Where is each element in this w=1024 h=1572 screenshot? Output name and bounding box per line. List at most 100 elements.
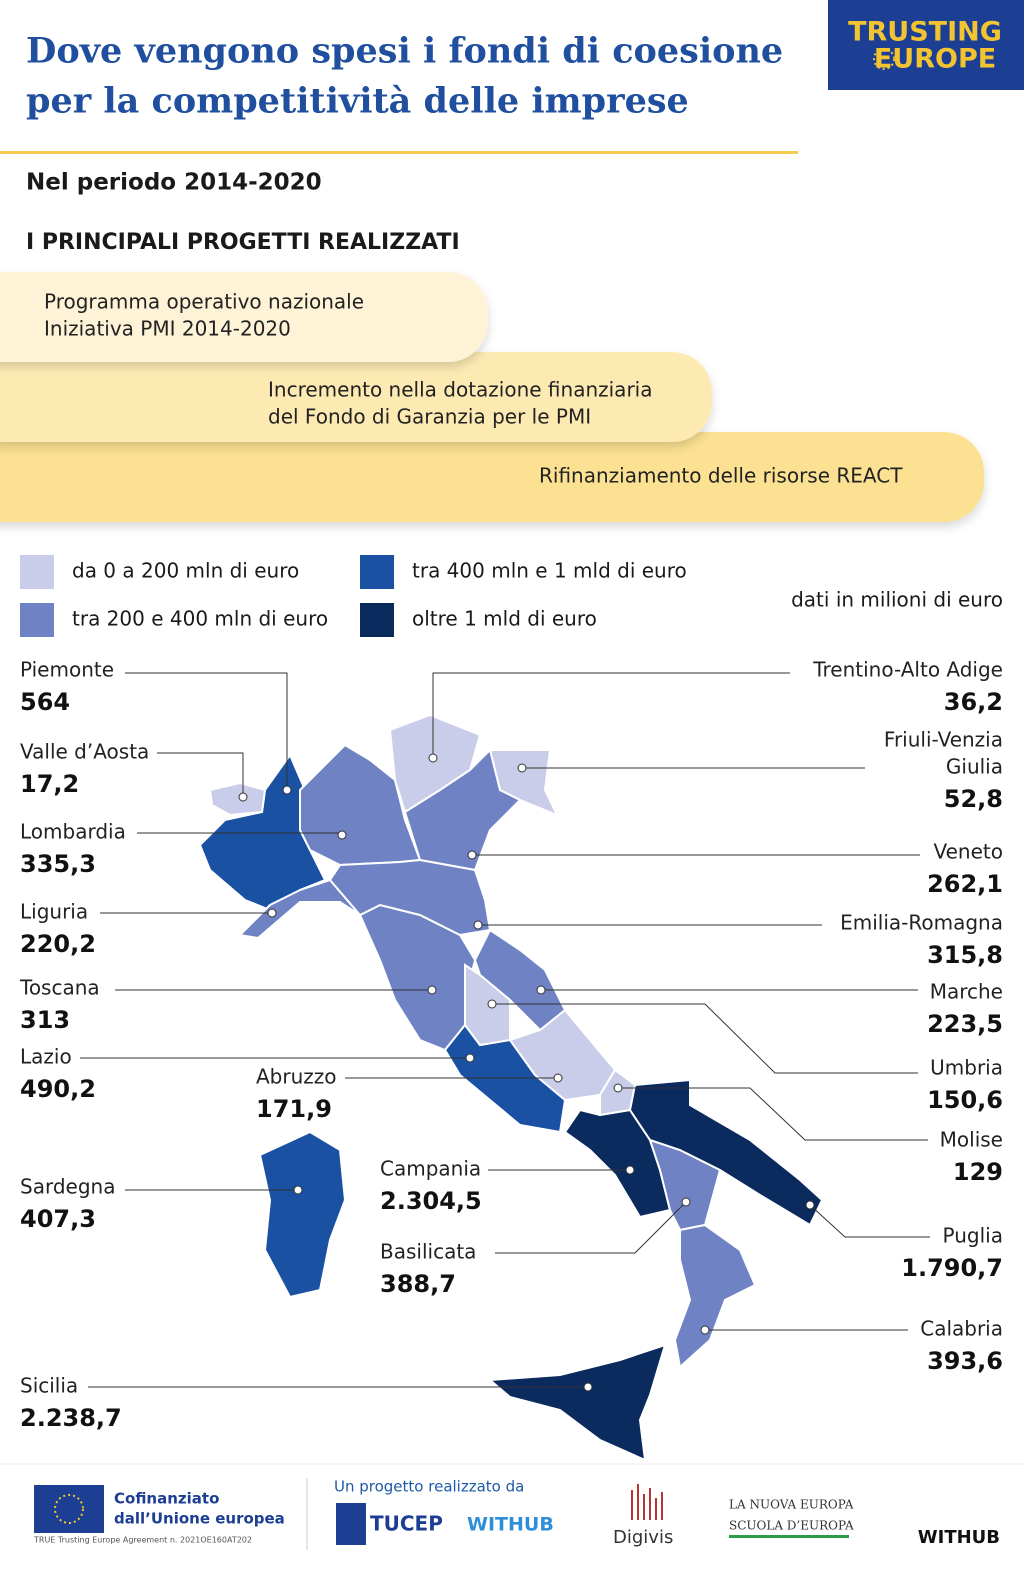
region-name: Basilicata — [380, 1240, 476, 1264]
region — [464, 963, 511, 1047]
leader-line — [432, 672, 790, 758]
region-dot — [282, 785, 292, 795]
logo-box — [828, 0, 1024, 90]
region-dot — [428, 753, 438, 763]
region-dot — [337, 830, 347, 840]
section-heading: I PRINCIPALI PROGETTI REALIZZATI — [26, 230, 460, 255]
region-value: 490,2 — [20, 1075, 96, 1103]
region-name: Molise — [940, 1128, 1003, 1152]
region-name: Sardegna — [20, 1175, 115, 1199]
region — [628, 1078, 824, 1227]
region-dot — [700, 1325, 710, 1335]
region — [258, 1130, 347, 1299]
region-dot — [536, 985, 546, 995]
region-dot — [487, 999, 497, 1009]
region-dot — [267, 908, 277, 918]
region-name: Marche — [930, 980, 1003, 1004]
region-name: Veneto — [934, 840, 1004, 864]
legend-label: oltre 1 mld di euro — [412, 607, 597, 631]
unit-note: dati in milioni di euro — [791, 588, 1003, 612]
region-dot — [625, 1165, 635, 1175]
eu-flag — [34, 1485, 104, 1533]
banner — [0, 352, 712, 442]
region-name: Liguria — [20, 900, 88, 924]
region-value: 129 — [953, 1158, 1003, 1186]
tucep-logo — [336, 1503, 366, 1545]
region-value: 407,3 — [20, 1205, 96, 1233]
region-dot — [467, 850, 477, 860]
region — [673, 1223, 757, 1369]
region-dot — [553, 1073, 563, 1083]
banner — [0, 272, 488, 362]
region-value: 2.238,7 — [20, 1404, 122, 1432]
logo-stars — [873, 48, 895, 70]
region-value: 223,5 — [927, 1010, 1003, 1038]
project: Programma operativo nazionale — [44, 290, 364, 314]
partner: TUCEP — [370, 1512, 443, 1536]
region-value: 313 — [20, 1006, 70, 1034]
region — [208, 781, 267, 817]
partner: SCUOLA D’EUROPA — [729, 1519, 854, 1533]
agreement: TRUE Trusting Europe Agreement n. 2021OE… — [33, 1536, 252, 1545]
region-dot — [238, 792, 248, 802]
eu-text: dall’Unione europea — [114, 1510, 285, 1528]
legend-swatch — [20, 603, 54, 637]
legend-label: tra 400 mln e 1 mld di euro — [412, 559, 687, 583]
region-name: Puglia — [943, 1224, 1003, 1248]
region-dot — [427, 985, 437, 995]
region-name: Umbria — [930, 1056, 1003, 1080]
region-name: Friuli-Venzia — [884, 728, 1003, 752]
region-name: Lazio — [20, 1045, 72, 1069]
legend-label: tra 200 e 400 mln di euro — [72, 607, 328, 631]
region-name: Piemonte — [20, 658, 114, 682]
project: Iniziativa PMI 2014-2020 — [44, 317, 291, 341]
region-value: 393,6 — [927, 1347, 1003, 1375]
region-dot — [805, 1200, 815, 1210]
region — [403, 748, 522, 872]
by-text: Un progetto realizzato da — [334, 1478, 524, 1496]
leader-line — [809, 1204, 930, 1238]
region-name: Toscana — [19, 976, 100, 1000]
region-value: 315,8 — [927, 941, 1003, 969]
region-value: 150,6 — [927, 1086, 1003, 1114]
leader-line — [157, 752, 244, 797]
project: Incremento nella dotazione finanziaria — [268, 378, 652, 402]
region-value: 388,7 — [380, 1270, 456, 1298]
region-value: 2.304,5 — [380, 1187, 482, 1215]
region-value: 220,2 — [20, 930, 96, 958]
title: Dove vengono spesi i fondi di coesione — [26, 31, 783, 72]
region — [487, 1343, 667, 1462]
leader-line — [495, 1201, 687, 1254]
logo-text: EUROPE — [874, 44, 996, 75]
leader-line — [125, 672, 288, 790]
region-name: Sicilia — [20, 1374, 78, 1398]
region-dot — [681, 1197, 691, 1207]
partner: LA NUOVA EUROPA — [729, 1498, 854, 1512]
logo-text: TRUSTING — [848, 17, 1002, 48]
region-value: 1.790,7 — [901, 1254, 1003, 1282]
region — [328, 858, 492, 937]
project: del Fondo di Garanzia per le PMI — [268, 405, 591, 429]
region-name: Trentino-Alto Adige — [812, 658, 1003, 682]
flag-bar — [729, 1535, 849, 1538]
partner: WITHUB — [467, 1514, 554, 1536]
region-name: Abruzzo — [256, 1065, 337, 1089]
digivis-logo — [631, 1484, 663, 1520]
region-dot — [613, 1083, 623, 1093]
region-name: Campania — [380, 1157, 481, 1181]
map: Piemonte 564 Valle d’Aosta 17,2 Lombardia 335… — [19, 658, 1004, 1462]
partner: WITHUB — [918, 1527, 1000, 1548]
title: per la competitività delle imprese — [26, 81, 689, 122]
region-dot — [473, 920, 483, 930]
region-dot — [583, 1382, 593, 1392]
legend-swatch — [20, 555, 54, 589]
leader-line — [618, 1087, 928, 1141]
region-dot — [517, 763, 527, 773]
region-name: Lombardia — [20, 820, 126, 844]
region-name: Calabria — [920, 1317, 1003, 1341]
divider — [0, 151, 798, 154]
region-value: 52,8 — [944, 785, 1003, 813]
legend-swatch — [360, 555, 394, 589]
eu-stars — [54, 1494, 84, 1524]
